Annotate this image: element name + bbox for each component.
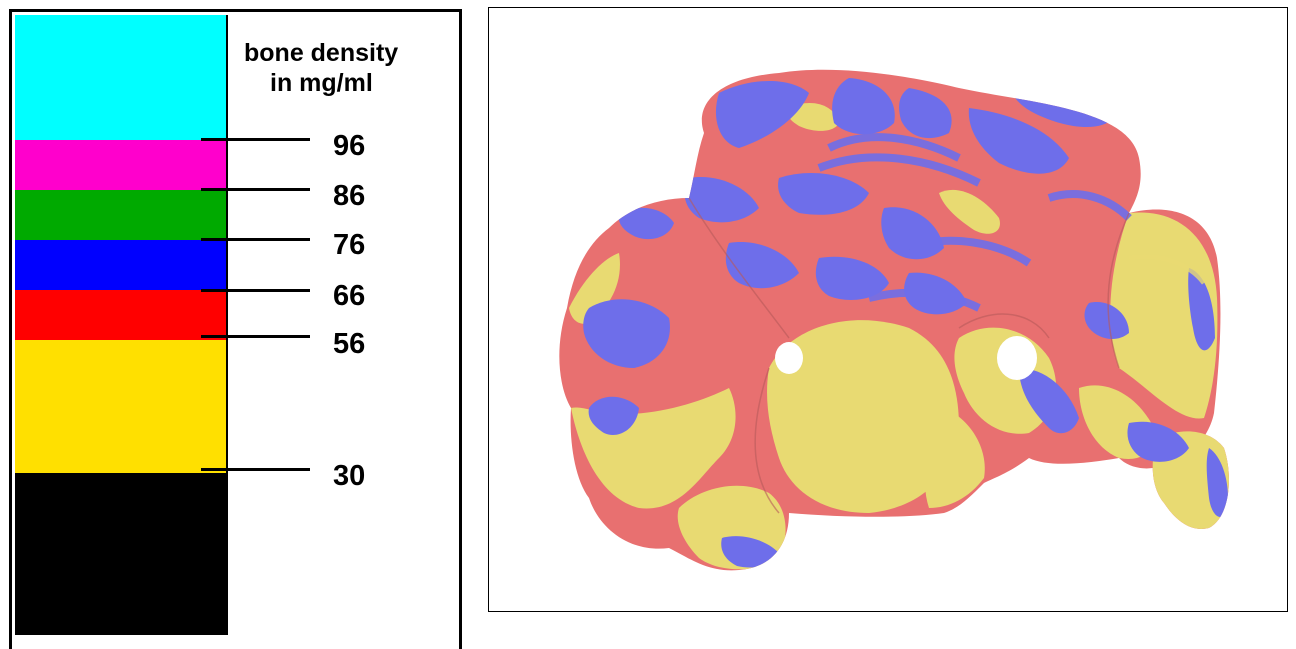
color-bar-edge [226,15,228,635]
threshold-tick-66 [201,289,310,292]
density-color-bar [15,15,226,635]
legend-title: bone density in mg/ml [244,38,444,98]
threshold-label-66: 66 [333,280,366,312]
foramen-hole [997,336,1037,380]
threshold-tick-30 [201,468,310,471]
band-red [15,290,226,340]
threshold-tick-96 [201,138,310,141]
band-black [15,473,226,635]
threshold-label-56: 56 [333,328,366,360]
legend-title-line1: bone density [244,39,399,67]
band-green [15,190,226,240]
legend-title-line2: in mg/ml [270,69,373,97]
band-magenta [15,140,226,190]
threshold-label-76: 76 [333,229,366,261]
threshold-tick-86 [201,188,310,191]
threshold-label-86: 86 [333,180,366,212]
threshold-tick-76 [201,238,310,241]
bone-render-panel [488,7,1288,612]
bone-surface [559,69,1229,571]
threshold-label-96: 96 [333,130,366,162]
legend-panel: bone density in mg/ml 96 86 76 66 56 30 [9,9,462,649]
bone-density-render [559,69,1229,571]
band-yellow [15,340,226,473]
threshold-label-30: 30 [333,460,366,492]
band-blue [15,240,226,290]
band-cyan [15,15,226,140]
threshold-tick-56 [201,335,310,338]
left-hole [775,342,803,374]
